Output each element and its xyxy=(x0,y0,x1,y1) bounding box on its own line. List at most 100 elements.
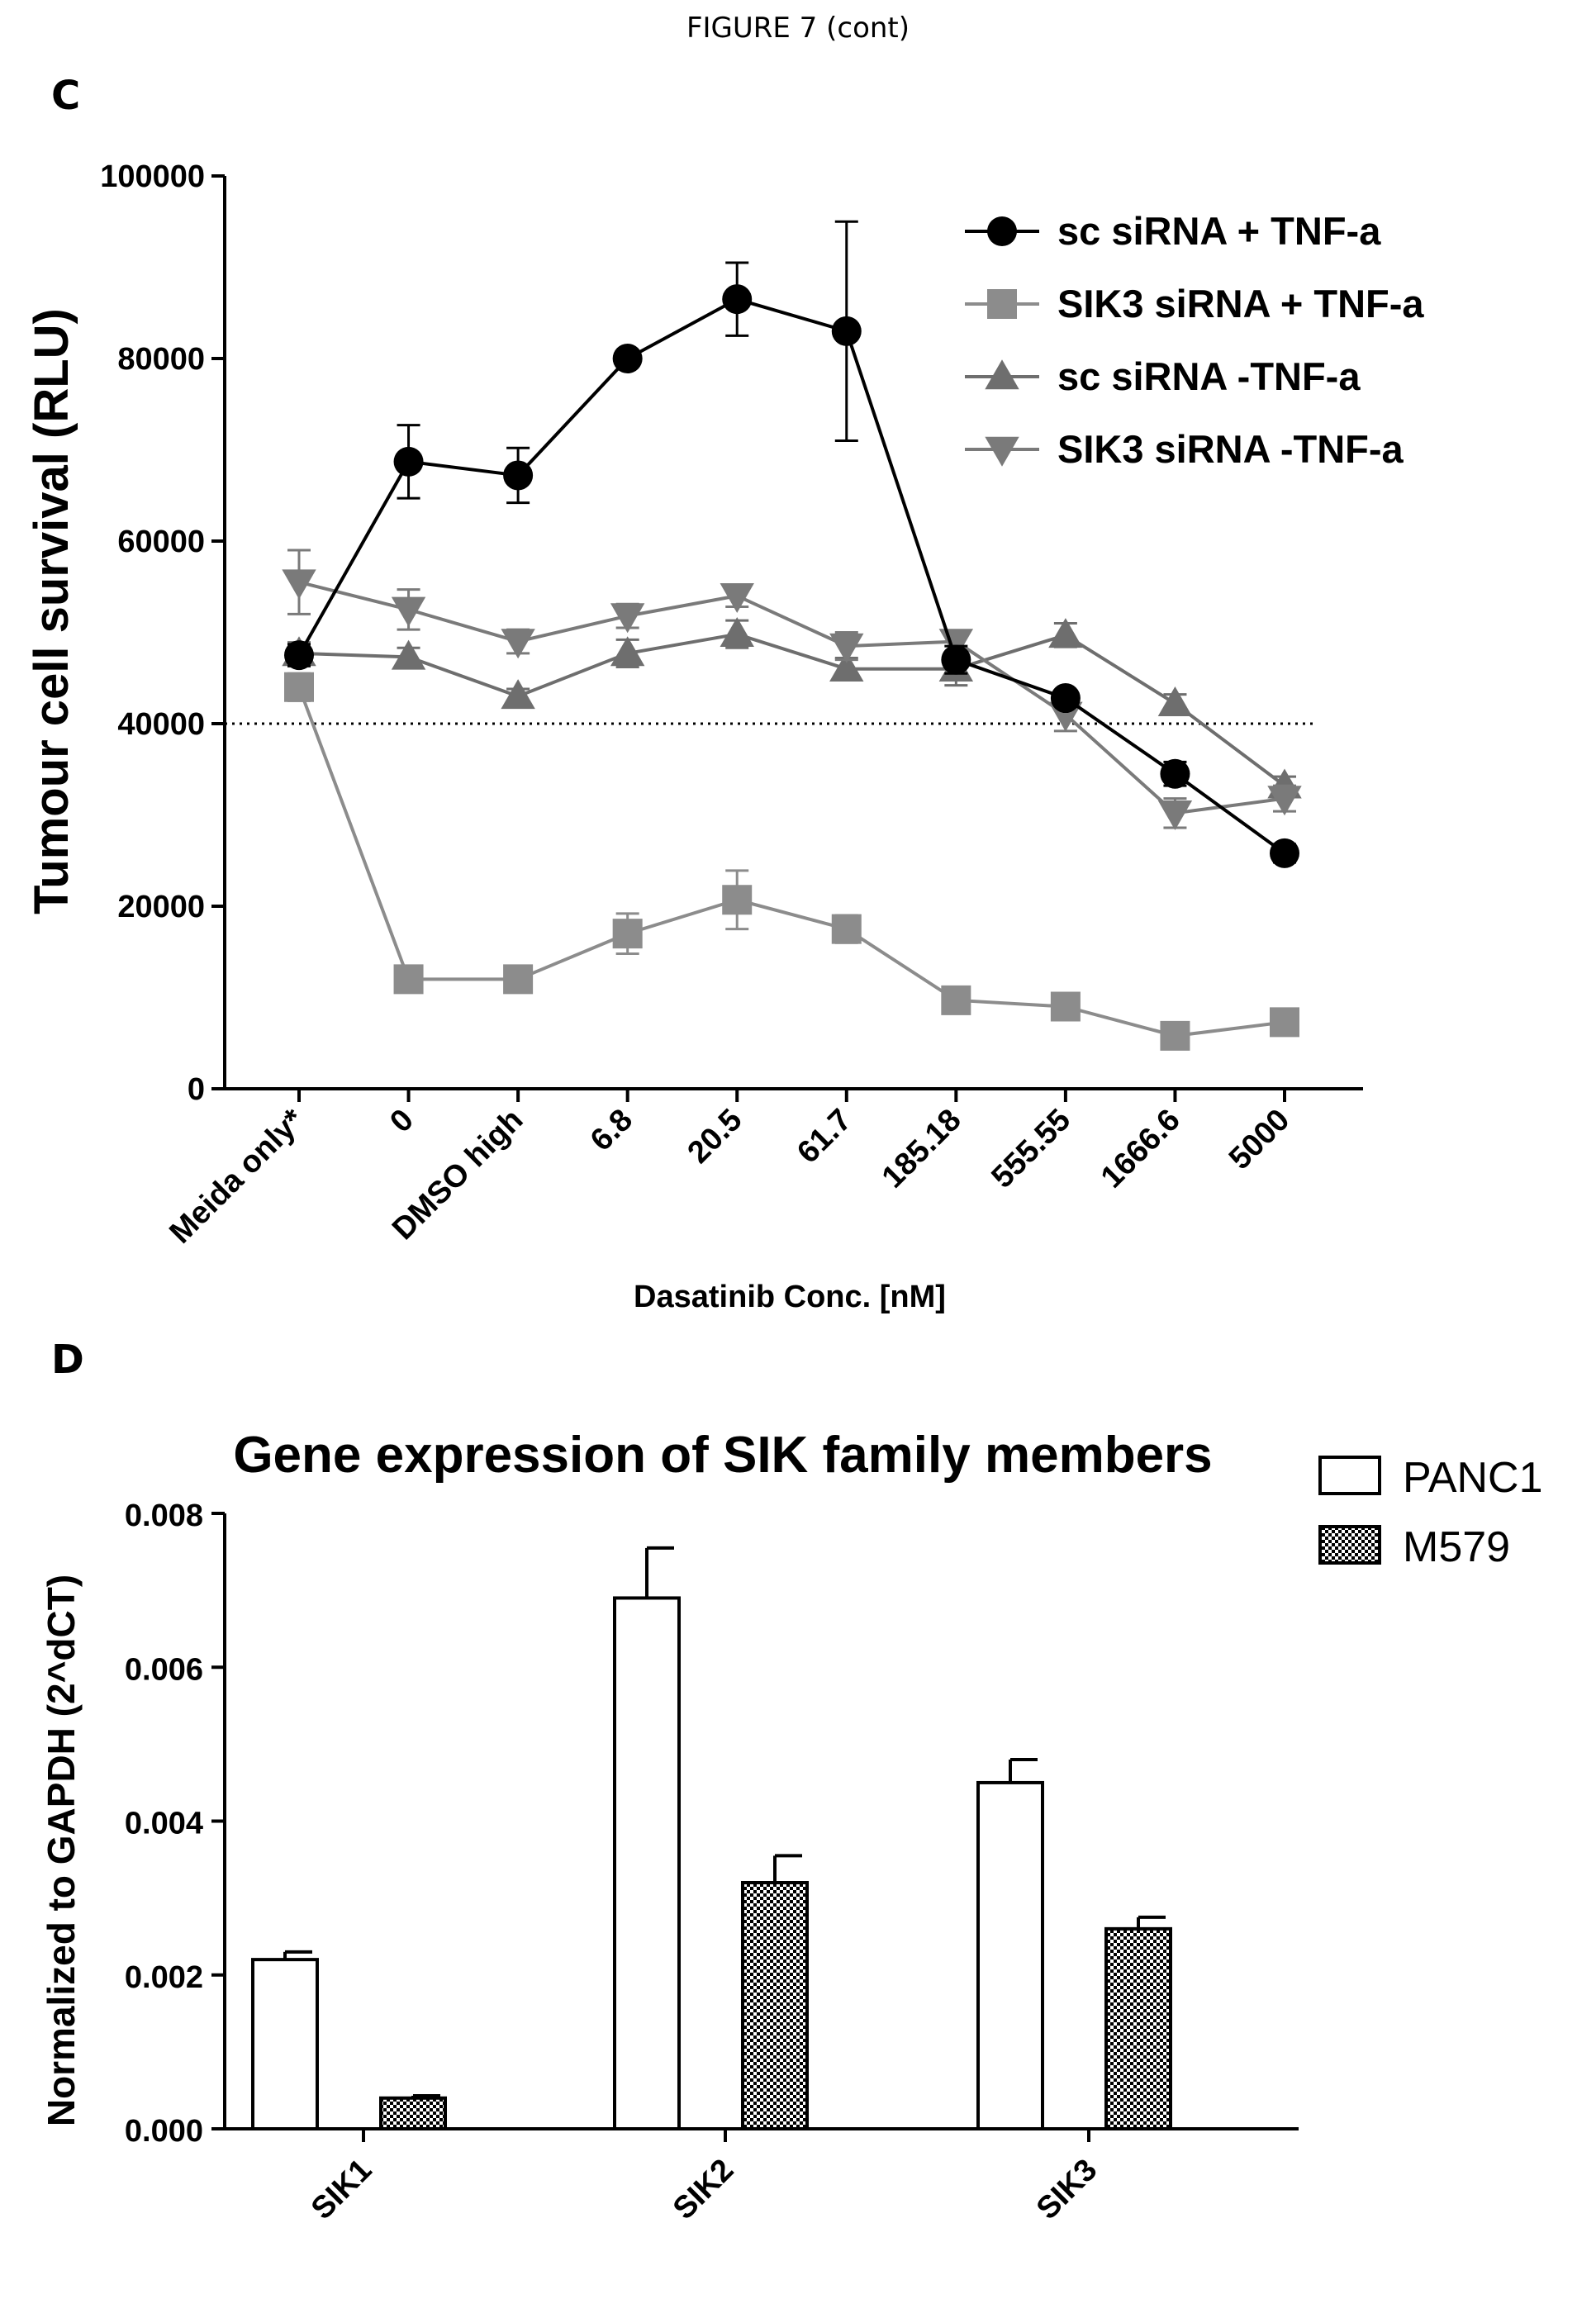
bar-chart-y-tick-label: 0.004 xyxy=(125,1807,203,1841)
bar-chart-title: Gene expression of SIK family members xyxy=(233,1427,1212,1484)
bar xyxy=(1104,1926,1172,2130)
data-point xyxy=(391,639,426,670)
bar-chart-y-tick-label: 0.006 xyxy=(125,1652,203,1687)
line-chart-y-tick-label: 60000 xyxy=(117,525,205,559)
line-chart-x-axis-label: Dasatinib Conc. [nM] xyxy=(634,1280,946,1314)
bar xyxy=(379,2096,447,2130)
bar-panc1-sik2 xyxy=(613,1546,681,2130)
data-point xyxy=(1157,686,1193,716)
data-point xyxy=(501,679,535,710)
panel-label-c: C xyxy=(51,73,81,119)
legend-swatch xyxy=(1318,1525,1381,1565)
legend-label: sc siRNA -TNF-a xyxy=(1057,354,1361,398)
data-point xyxy=(393,446,424,477)
bar-chart: Gene expression of SIK family members 0.… xyxy=(40,1427,1543,2226)
line-chart-x-tick-label: 1666.6 xyxy=(1095,1103,1187,1195)
data-point xyxy=(831,914,862,944)
data-point xyxy=(722,885,753,915)
data-point xyxy=(1160,1020,1190,1051)
series-sik3-sirna-tnf-a xyxy=(284,672,1299,1051)
line-chart-legend: sc siRNA + TNF-a SIK3 siRNA + TNF-a sc siR… xyxy=(965,209,1424,471)
data-point xyxy=(501,629,535,659)
legend-entry: sc siRNA + TNF-a xyxy=(965,209,1381,253)
legend-entry: M579 xyxy=(1318,1523,1510,1571)
line-chart-y-tick-label: 40000 xyxy=(117,707,205,742)
data-point xyxy=(829,633,864,663)
bar-panc1-sik1 xyxy=(251,1950,319,2130)
line-chart-x-tick-label: 61.7 xyxy=(791,1103,858,1171)
bar-chart-legend: PANC1 M579 xyxy=(1318,1454,1543,1571)
data-point xyxy=(612,344,643,373)
data-point xyxy=(610,636,645,667)
legend-entry: sc siRNA -TNF-a xyxy=(965,354,1361,398)
series-sc-sirna-tnf-a xyxy=(282,617,1302,799)
legend-marker xyxy=(985,436,1019,467)
bar-chart-y-tick-label: 0.002 xyxy=(125,1960,203,1995)
data-point xyxy=(1267,786,1302,816)
bar xyxy=(741,1881,809,2130)
series-line xyxy=(297,297,1286,855)
series-line xyxy=(298,580,1285,815)
line-chart-x-tick-label: 5000 xyxy=(1223,1103,1296,1176)
line-chart-x-tick-label: 20.5 xyxy=(682,1103,749,1171)
data-point xyxy=(503,964,534,995)
legend-label: PANC1 xyxy=(1403,1454,1543,1502)
series-sik3-sirna-tnf-a xyxy=(282,549,1302,830)
bar-m579-sik3 xyxy=(1104,1915,1172,2130)
line-chart-y-tick-label: 20000 xyxy=(117,890,205,924)
legend-label: SIK3 siRNA + TNF-a xyxy=(1057,282,1424,325)
legend-swatch xyxy=(1318,1456,1381,1495)
legend-label: M579 xyxy=(1403,1523,1510,1571)
bar-panc1-sik3 xyxy=(976,1758,1044,2130)
line-chart-series-layer xyxy=(282,220,1302,1051)
bar-m579-sik1 xyxy=(379,2093,447,2130)
line-chart-y-tick-label: 0 xyxy=(188,1072,205,1107)
data-point xyxy=(941,985,971,1015)
series-line xyxy=(297,686,1285,1038)
legend-entry: SIK3 siRNA -TNF-a xyxy=(965,427,1404,471)
legend-marker xyxy=(987,216,1017,246)
legend-label: sc siRNA + TNF-a xyxy=(1057,209,1381,253)
line-chart-y-axis: 0 20000 40000 60000 80000 100000 xyxy=(100,159,226,1107)
data-point xyxy=(282,569,316,600)
bar xyxy=(251,1958,319,2130)
data-point xyxy=(503,460,534,491)
data-point xyxy=(1270,1007,1299,1038)
bar-chart-x-tick-label: SIK2 xyxy=(667,2153,740,2226)
series-line xyxy=(298,632,1286,787)
bar-chart-y-axis-label: Normalized to GAPDH (2^dCT) xyxy=(40,1575,83,2126)
data-point xyxy=(610,603,645,634)
legend-marker xyxy=(985,359,1019,390)
line-chart-x-tick-label: Meida only* xyxy=(163,1103,311,1251)
legend-marker xyxy=(987,289,1017,319)
data-point xyxy=(1157,800,1193,830)
data-point xyxy=(284,672,314,702)
bar-m579-sik2 xyxy=(741,1854,809,2130)
line-chart-y-tick-label: 100000 xyxy=(100,159,205,194)
bar xyxy=(976,1780,1044,2130)
bar xyxy=(613,1596,681,2130)
bar-chart-x-axis: SIK1 SIK2 SIK3 xyxy=(225,2127,1299,2226)
line-chart-y-axis-label: Tumour cell survival (RLU) xyxy=(25,308,78,914)
data-point xyxy=(1050,991,1081,1022)
bar-chart-y-axis: 0.000 0.002 0.004 0.006 0.008 xyxy=(125,1499,226,2149)
data-point xyxy=(941,644,971,675)
line-chart-x-tick-label: 555.55 xyxy=(985,1103,1077,1195)
legend-entry: PANC1 xyxy=(1318,1454,1543,1502)
legend-label: SIK3 siRNA -TNF-a xyxy=(1057,427,1404,471)
series-sc-sirna-tnf-a xyxy=(284,220,1299,868)
figure-caption: FIGURE 7 (cont) xyxy=(686,12,910,45)
data-point xyxy=(1048,618,1083,648)
data-point xyxy=(1270,838,1299,868)
legend-entry: SIK3 siRNA + TNF-a xyxy=(965,282,1424,325)
data-point xyxy=(393,964,424,995)
data-point xyxy=(1160,758,1190,789)
data-point xyxy=(391,596,426,627)
bar-chart-y-tick-label: 0.000 xyxy=(125,2114,203,2149)
data-point xyxy=(831,316,862,346)
bar-chart-x-tick-label: SIK1 xyxy=(305,2153,378,2226)
bar-chart-bars xyxy=(251,1546,1172,2130)
